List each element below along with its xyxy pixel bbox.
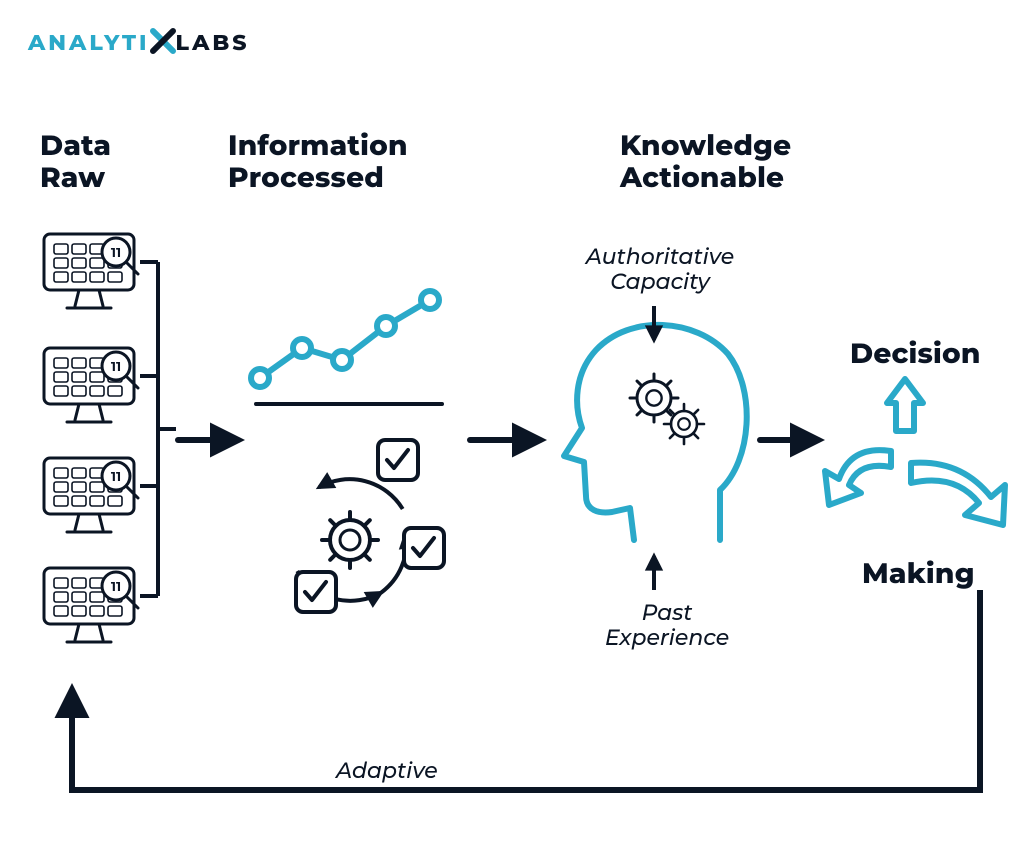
logo-x-icon xyxy=(150,28,176,54)
svg-text:11: 11 xyxy=(111,245,121,261)
feedback-loop xyxy=(72,590,980,790)
stage-info-line1: Information xyxy=(228,130,408,162)
head-gears-icon xyxy=(564,325,747,540)
logo-part1: ANALYTI xyxy=(28,29,150,56)
svg-text:11: 11 xyxy=(111,579,121,595)
annot-past: Past Experience xyxy=(602,600,732,651)
stage-knowledge-line1: Knowledge xyxy=(620,130,791,162)
logo-part2: LABS xyxy=(176,29,250,56)
stage-decision-top: Decision xyxy=(850,338,981,370)
stage-data-heading: Data Raw xyxy=(40,130,111,194)
annot-authoritative-l2: Capacity xyxy=(580,269,740,294)
stage-data-line1: Data xyxy=(40,130,111,162)
computer-icons: 11 11 11 11 xyxy=(44,234,138,642)
svg-text:11: 11 xyxy=(111,469,121,485)
annot-past-l1: Past xyxy=(602,600,732,625)
annot-authoritative: Authoritative Capacity xyxy=(580,244,740,295)
annot-past-l2: Experience xyxy=(602,625,732,650)
annot-authoritative-l1: Authoritative xyxy=(580,244,740,269)
decision-arrows-icon xyxy=(825,379,1005,525)
stage-decision-bottom: Making xyxy=(862,558,975,590)
bracket xyxy=(140,262,176,596)
stage-info-line2: Processed xyxy=(228,162,408,194)
logo: ANALYTI LABS xyxy=(28,28,250,56)
stage-data-line2: Raw xyxy=(40,162,111,194)
stage-knowledge-heading: Knowledge Actionable xyxy=(620,130,791,194)
stage-info-heading: Information Processed xyxy=(228,130,408,194)
annot-adaptive: Adaptive xyxy=(336,758,438,783)
process-cycle-icon xyxy=(296,440,444,612)
svg-text:11: 11 xyxy=(111,359,121,375)
diagram-canvas: 11 11 11 11 xyxy=(0,0,1024,854)
line-chart-icon xyxy=(251,291,439,387)
stage-knowledge-line2: Actionable xyxy=(620,162,791,194)
